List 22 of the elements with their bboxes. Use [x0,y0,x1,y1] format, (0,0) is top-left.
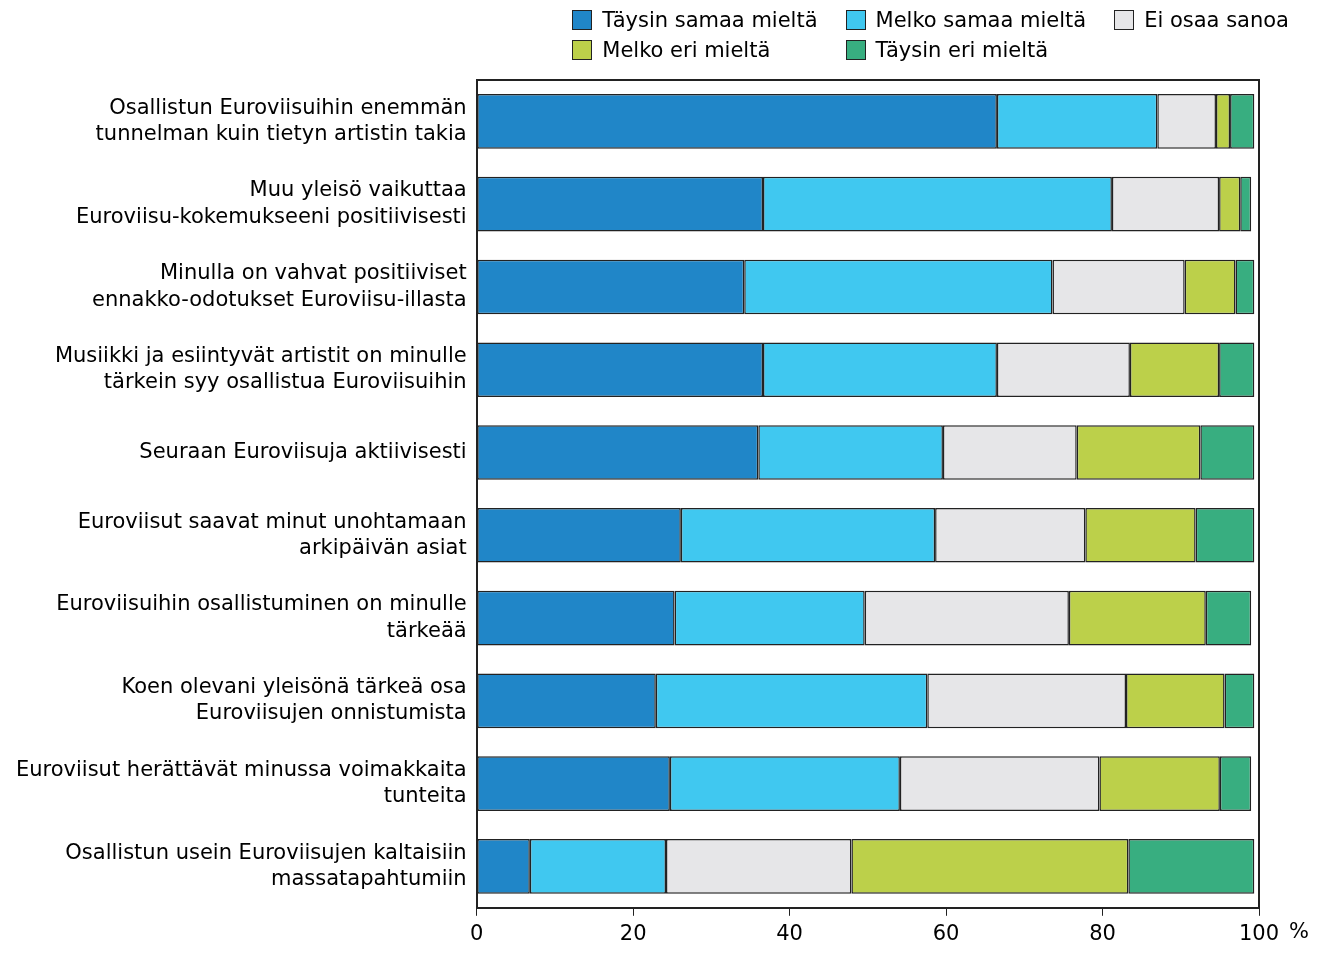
y-tick-label: Osallistun Euroviisuihin enemmän tunnelman kuin tietyn artistin takia [95,94,467,145]
y-tick-label: Euroviisut herättävät minussa voimakkaita tunteita [15,756,467,808]
y-tick-label: Musiikki ja esiintyvät artistit on minulle tärkein syy osallistua Euroviisuihin [54,343,467,394]
x-tick-label: 60 [932,920,960,945]
x-tick-label: 0 [469,920,484,945]
legend-label: Melko eri mieltä [602,38,771,62]
legend-label: Täysin samaa mieltä [602,8,818,32]
x-tick-label: 100 [1238,920,1280,945]
y-tick-label: Koen olevani yleisönä tärkeä osa Euroviisujen onnistumista [121,674,467,725]
y-tick-label: Euroviisut saavat minut unohtamaan arkipäivän asiat [77,508,467,559]
y-tick-label: Seuraan Euroviisuja aktiivisesti [139,438,467,463]
x-axis-title: % [1289,918,1309,943]
x-tick-label: 20 [619,920,647,945]
legend-label: Täysin eri mieltä [875,38,1049,62]
legend-label: Melko samaa mieltä [875,8,1087,32]
x-tick-label: 80 [1089,920,1116,945]
x-tick-label: 40 [776,920,803,945]
y-tick-label: Osallistun usein Euroviisujen kaltaisiin massatapahtumiin [65,839,467,890]
y-tick-label: Euroviisuihin osallistuminen on minulle tärkeää [56,591,467,642]
y-tick-label: Muu yleisö vaikuttaa Euroviisu-kokemukseeni positiivisesti [76,177,467,228]
y-tick-label: Minulla on vahvat positiiviset ennakko-odotukset Euroviisu-illasta [92,260,467,311]
legend-label: Ei osaa sanoa [1144,8,1289,32]
